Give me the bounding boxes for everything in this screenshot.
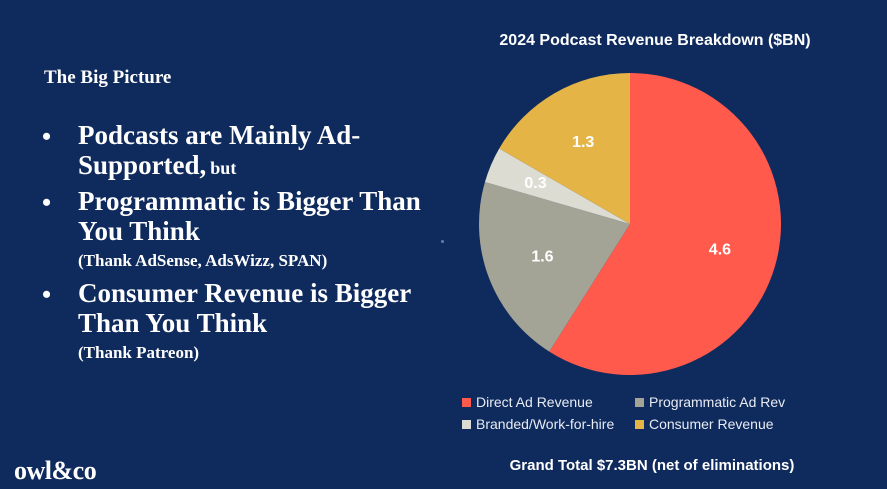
bullet-list: • Podcasts are Mainly Ad-Supported, but … bbox=[40, 120, 440, 370]
slice-value-label-consumer-revenue: 1.3 bbox=[572, 134, 594, 151]
slice-value-label-direct-ad-revenue: 4.6 bbox=[709, 241, 731, 258]
legend-item-consumer: Consumer Revenue bbox=[635, 416, 822, 432]
bullet-text: Podcasts are Mainly Ad-Supported, bbox=[78, 120, 361, 180]
slice-value-label-branded-work-for-hire: 0.3 bbox=[524, 175, 546, 192]
legend-item-branded: Branded/Work-for-hire bbox=[462, 416, 635, 432]
pie-slice-programmatic-ad-rev bbox=[479, 181, 630, 352]
chart-footer-total: Grand Total $7.3BN (net of eliminations) bbox=[509, 457, 795, 474]
pie-slice-consumer-revenue bbox=[499, 72, 630, 224]
pie-chart: 4.6 1.6 0.3 1.3 bbox=[479, 72, 781, 375]
bullet-text: Consumer Revenue is Bigger Than You Thin… bbox=[78, 278, 411, 338]
slice-value-label-programmatic-ad-rev: 1.6 bbox=[531, 248, 553, 265]
bullet-inline-note: but bbox=[210, 158, 237, 178]
legend-label: Direct Ad Revenue bbox=[476, 394, 593, 410]
legend-label: Branded/Work-for-hire bbox=[476, 416, 615, 432]
bullet-item-programmatic: • Programmatic is Bigger Than You Think … bbox=[40, 186, 440, 272]
legend-label: Programmatic Ad Rev bbox=[649, 394, 786, 410]
legend-swatch bbox=[635, 419, 644, 429]
bullet-note: (Thank Patreon) bbox=[78, 343, 200, 362]
pie-slice-direct-ad-revenue bbox=[549, 73, 781, 375]
legend-item-direct-ad: Direct Ad Revenue bbox=[462, 394, 635, 410]
bullet-dot-icon: • bbox=[42, 122, 52, 151]
bullet-note: (Thank AdSense, AdsWizz, SPAN) bbox=[78, 251, 328, 270]
bullet-item-ad-supported: • Podcasts are Mainly Ad-Supported, but bbox=[40, 120, 440, 180]
bullet-dot-icon: • bbox=[42, 188, 52, 217]
owl-and-co-logo: owl&co bbox=[14, 456, 97, 485]
section-heading: The Big Picture bbox=[44, 67, 172, 88]
chart-legend: Direct Ad Revenue Programmatic Ad Rev Br… bbox=[462, 394, 822, 432]
pie-slice-branded-work-for-hire bbox=[484, 148, 630, 224]
bullet-dot-icon: • bbox=[42, 280, 52, 309]
legend-swatch bbox=[462, 397, 471, 407]
legend-label: Consumer Revenue bbox=[649, 416, 774, 432]
legend-swatch bbox=[635, 397, 644, 407]
bullet-text: Programmatic is Bigger Than You Think bbox=[78, 186, 421, 246]
decorative-dot bbox=[441, 240, 444, 243]
bullet-item-consumer-revenue: • Consumer Revenue is Bigger Than You Th… bbox=[40, 278, 440, 364]
legend-item-programmatic: Programmatic Ad Rev bbox=[635, 394, 822, 410]
chart-title: 2024 Podcast Revenue Breakdown ($BN) bbox=[499, 32, 811, 49]
legend-swatch bbox=[462, 419, 471, 429]
